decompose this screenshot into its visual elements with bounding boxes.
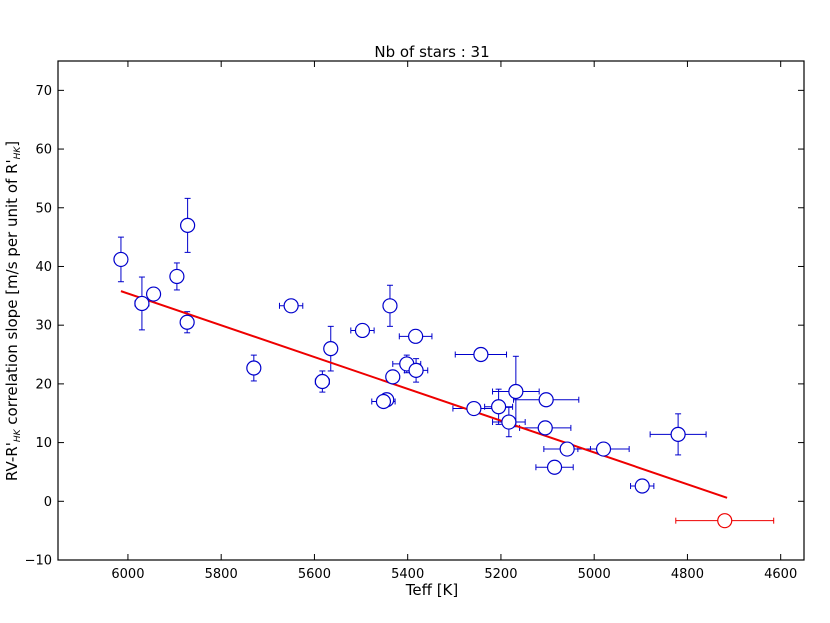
- y-tick-label: 60: [35, 143, 52, 158]
- data-point: [283, 298, 299, 314]
- data-point: [169, 268, 185, 285]
- fit-line: [120, 290, 728, 499]
- data-point: [113, 251, 129, 268]
- x-tick-label: 5400: [391, 567, 424, 582]
- data-point: [546, 459, 563, 475]
- y-axis-label-part2: correlation slope [m/s per unit of R': [3, 159, 21, 429]
- data-point: [559, 441, 575, 457]
- data-point: [466, 400, 482, 417]
- data-point: [537, 420, 553, 436]
- x-axis-label: Teff [K]: [405, 581, 459, 599]
- data-point: [134, 295, 150, 312]
- data-point: [179, 314, 195, 330]
- data-point: [180, 217, 196, 233]
- data-point: [501, 414, 517, 430]
- x-tick-label: 5000: [578, 567, 611, 582]
- data-markers: [113, 217, 733, 529]
- y-tick-label: 40: [35, 260, 52, 275]
- data-point: [385, 369, 401, 385]
- y-axis-label-part1: RV-R': [3, 442, 21, 481]
- data-point: [491, 399, 507, 415]
- x-tick-label: 5200: [484, 567, 517, 582]
- y-tick-label: 70: [35, 84, 52, 99]
- data-point: [382, 298, 398, 314]
- x-tick-label: 5600: [298, 567, 331, 582]
- data-point: [246, 360, 262, 376]
- axis-ticks: 6000 5800 5600 5400 5200 5000 4800 4600 −10 0 10 20…: [25, 61, 804, 582]
- data-point: [408, 362, 424, 378]
- data-point: [595, 441, 612, 457]
- data-point: [538, 392, 554, 408]
- x-tick-label: 4800: [671, 567, 704, 582]
- chart-title: Nb of stars : 31: [374, 43, 489, 61]
- data-point: [145, 286, 162, 302]
- plot-frame: [57, 60, 805, 561]
- x-tick-label: 4600: [764, 567, 797, 582]
- data-point: [314, 373, 330, 390]
- y-tick-label: 20: [35, 377, 52, 392]
- data-point: [408, 328, 424, 344]
- error-bars: [117, 197, 775, 524]
- y-tick-label: 30: [35, 319, 52, 334]
- x-tick-label: 6000: [111, 567, 144, 582]
- outlier-point: [717, 513, 733, 529]
- data-point: [670, 426, 686, 442]
- y-tick-label: 50: [35, 201, 52, 216]
- y-axis-label-sub2: HK: [13, 146, 23, 160]
- data-point: [473, 346, 489, 363]
- y-tick-label: −10: [25, 554, 52, 569]
- x-tick-label: 5800: [205, 567, 238, 582]
- y-axis-label-part3: ]: [3, 141, 21, 147]
- y-tick-label: 0: [44, 495, 52, 510]
- data-point: [323, 341, 339, 357]
- data-point: [634, 478, 650, 494]
- y-axis-label-sub1: HK: [13, 428, 23, 442]
- data-point: [508, 383, 524, 400]
- y-tick-label: 10: [35, 436, 52, 451]
- y-axis-label: RV-R'HK correlation slope [m/s per unit …: [3, 141, 23, 481]
- data-point: [375, 393, 392, 410]
- data-point: [354, 322, 371, 339]
